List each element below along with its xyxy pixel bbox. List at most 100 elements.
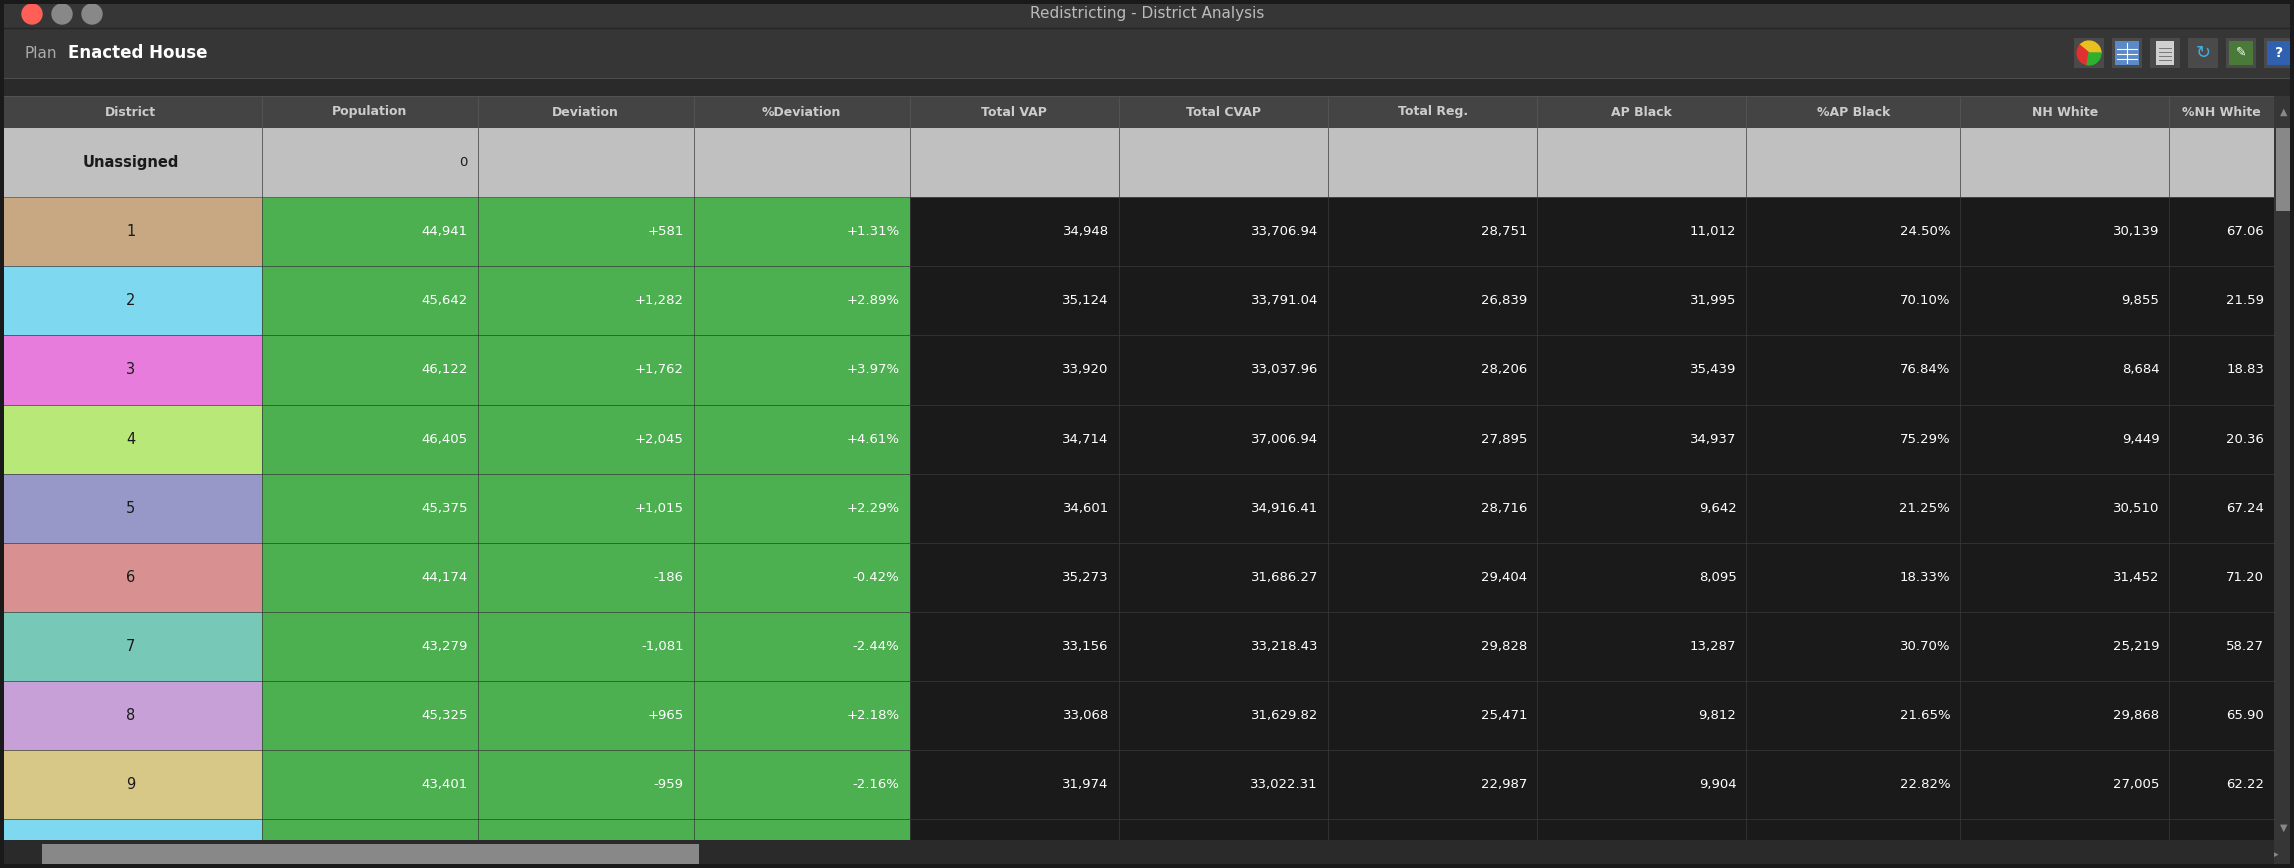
Bar [0, 0, 5, 868]
Bar [262, 404, 477, 474]
Text: 33,791.04: 33,791.04 [1250, 294, 1319, 307]
Bar [1746, 474, 1959, 542]
Text: 29,404: 29,404 [1482, 571, 1528, 584]
Bar [693, 612, 911, 681]
Text: 26,839: 26,839 [1482, 294, 1528, 307]
Bar [1328, 335, 1537, 404]
Bar [477, 404, 693, 474]
Bar [693, 197, 911, 266]
Bar [693, 335, 911, 404]
Bar [1328, 128, 1537, 197]
Bar [1746, 681, 1959, 750]
Text: 9,812: 9,812 [1698, 709, 1737, 722]
Text: 33,920: 33,920 [1062, 364, 1108, 377]
Text: 28,716: 28,716 [1482, 502, 1528, 515]
Bar [911, 681, 1119, 750]
Bar [2074, 38, 2104, 68]
Text: 14,076: 14,076 [1691, 847, 1737, 860]
Bar [911, 750, 1119, 819]
Bar [2113, 38, 2143, 68]
Bar [262, 474, 477, 542]
Text: District: District [106, 106, 156, 119]
Bar [0, 266, 262, 335]
Bar [41, 844, 700, 864]
Bar [2170, 266, 2273, 335]
Bar [911, 128, 1119, 197]
Bar [1537, 335, 1746, 404]
Bar [911, 266, 1119, 335]
Bar [1537, 266, 1746, 335]
Bar [1746, 128, 1959, 197]
Bar [2170, 542, 2273, 612]
Circle shape [83, 4, 101, 24]
Bar [1537, 612, 1746, 681]
Text: 67.24: 67.24 [2225, 502, 2264, 515]
Wedge shape [2081, 41, 2101, 53]
Text: 27,058: 27,058 [2113, 847, 2159, 860]
Bar [1119, 335, 1328, 404]
Bar [693, 404, 911, 474]
Bar [0, 128, 262, 197]
Circle shape [2076, 41, 2101, 65]
Text: 31,452: 31,452 [2113, 571, 2159, 584]
Text: Enacted House: Enacted House [69, 44, 206, 62]
Bar [0, 542, 262, 612]
Text: 33,022.31: 33,022.31 [1250, 779, 1319, 792]
Bar [0, 0, 2294, 28]
Circle shape [53, 4, 71, 24]
Text: 45,325: 45,325 [422, 709, 468, 722]
Bar [1746, 266, 1959, 335]
Bar [2273, 96, 2294, 840]
Bar [262, 542, 477, 612]
Text: 21.59: 21.59 [2225, 294, 2264, 307]
Bar [1959, 474, 2170, 542]
Text: 71.20: 71.20 [2225, 571, 2264, 584]
Bar [1537, 474, 1746, 542]
Text: 6: 6 [126, 569, 135, 585]
Text: -186: -186 [654, 571, 684, 584]
Bar [693, 266, 911, 335]
Bar [0, 335, 2273, 404]
Bar [0, 542, 2273, 612]
Bar [477, 335, 693, 404]
Bar [0, 864, 2294, 868]
Text: 33,218.43: 33,218.43 [1250, 640, 1319, 653]
Bar [0, 96, 2273, 128]
Text: 8,095: 8,095 [1698, 571, 1737, 584]
Bar [1746, 612, 1959, 681]
Bar [1328, 266, 1537, 335]
Text: 75.29%: 75.29% [1899, 432, 1950, 445]
Text: 31,686.27: 31,686.27 [1250, 571, 1319, 584]
Text: 24.50%: 24.50% [1899, 225, 1950, 238]
Bar [0, 197, 2273, 266]
Bar [477, 542, 693, 612]
Text: ?: ? [2276, 46, 2283, 60]
Text: 29,828: 29,828 [1482, 640, 1528, 653]
Wedge shape [2088, 53, 2101, 65]
Text: -959: -959 [654, 779, 684, 792]
Bar [911, 474, 1119, 542]
Bar [0, 474, 2273, 542]
Text: 67.06: 67.06 [2225, 225, 2264, 238]
Bar [0, 819, 2273, 868]
Text: +1,762: +1,762 [635, 364, 684, 377]
Bar [1537, 681, 1746, 750]
Text: +1,282: +1,282 [635, 294, 684, 307]
Bar [1959, 266, 2170, 335]
Text: 31,629.82: 31,629.82 [1250, 709, 1319, 722]
Text: 62.22: 62.22 [2225, 779, 2264, 792]
Text: 33,068: 33,068 [1062, 709, 1108, 722]
Text: 35,124: 35,124 [1062, 294, 1108, 307]
Bar [1959, 404, 2170, 474]
Text: ✎: ✎ [2237, 45, 2246, 58]
Bar [2170, 819, 2273, 868]
Text: 34,937: 34,937 [1691, 432, 1737, 445]
Text: 9: 9 [126, 777, 135, 792]
Bar [477, 266, 693, 335]
Text: +1,015: +1,015 [635, 502, 684, 515]
Text: 1: 1 [126, 224, 135, 240]
Text: AP Black: AP Black [1610, 106, 1672, 119]
Text: +2.29%: +2.29% [846, 502, 899, 515]
Text: 22.82%: 22.82% [1899, 779, 1950, 792]
Bar [1746, 197, 1959, 266]
